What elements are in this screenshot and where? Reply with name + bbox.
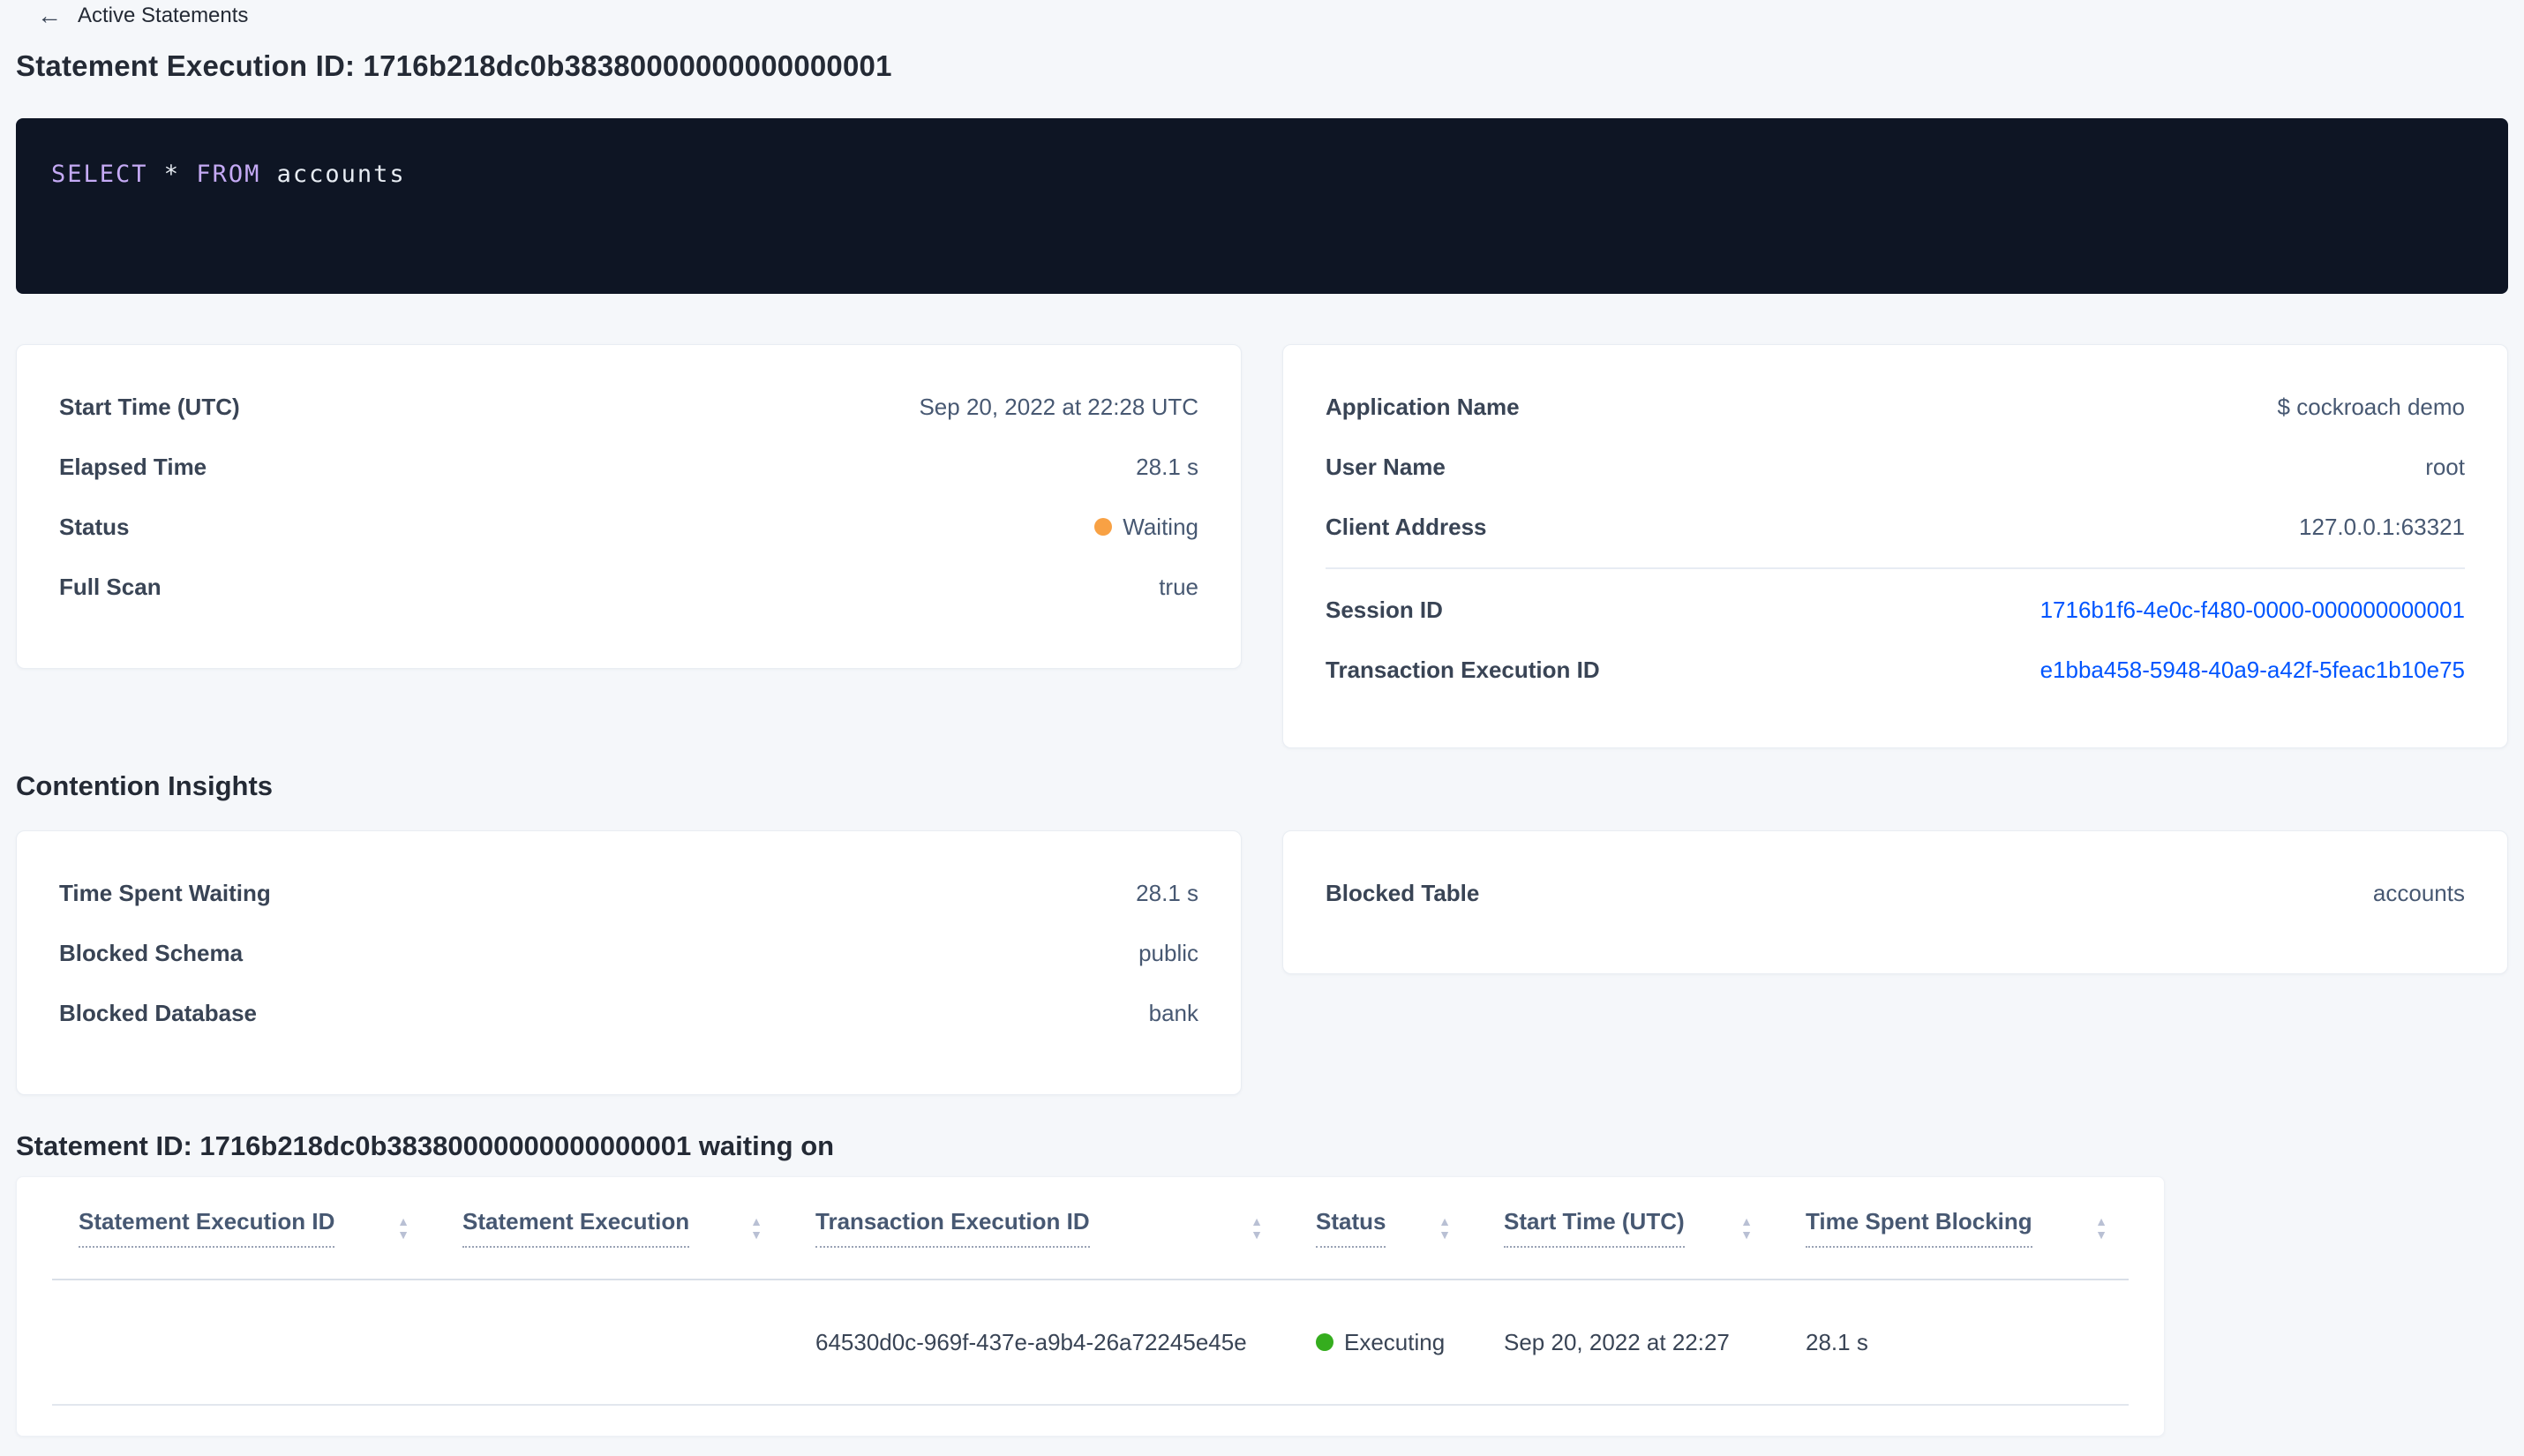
full-scan-label: Full Scan xyxy=(59,573,162,600)
cell-start-time: Sep 20, 2022 at 22:27 xyxy=(1504,1328,1730,1355)
application-name-value: $ cockroach demo xyxy=(2277,393,2465,420)
cell-transaction-execution-id: 64530d0c-969f-437e-a9b4-26a72245e45e xyxy=(815,1328,1247,1355)
table-header-row: Statement Execution ID ▲ ▼ Statement Exec… xyxy=(52,1177,2129,1280)
table-row: 64530d0c-969f-437e-a9b4-26a72245e45e Exe… xyxy=(52,1280,2129,1406)
sql-keyword: FROM xyxy=(196,161,261,188)
card-divider xyxy=(1326,567,2465,569)
kv-row-status: Status Waiting xyxy=(59,497,1198,557)
session-id-label: Session ID xyxy=(1326,596,1443,623)
sql-query-box: SELECT * FROM accounts xyxy=(16,118,2508,294)
contention-insights-heading: Contention Insights xyxy=(16,770,274,801)
blocked-database-label: Blocked Database xyxy=(59,999,257,1026)
full-scan-value: true xyxy=(1159,573,1198,600)
sort-icon[interactable]: ▲ ▼ xyxy=(1251,1213,1263,1242)
back-arrow-icon: ← xyxy=(37,2,62,29)
blocked-schema-value: public xyxy=(1138,939,1198,966)
back-link-label: Active Statements xyxy=(78,4,249,27)
kv-row-start-time: Start Time (UTC) Sep 20, 2022 at 22:28 U… xyxy=(59,377,1198,437)
kv-row-full-scan: Full Scan true xyxy=(59,557,1198,617)
column-header-transaction-execution-id: Transaction Execution ID ▲ ▼ xyxy=(815,1208,1316,1248)
waiting-on-table: Statement Execution ID ▲ ▼ Statement Exec… xyxy=(16,1176,2165,1437)
page-title: Statement Execution ID: 1716b218dc0b3838… xyxy=(16,49,892,82)
back-to-active-statements-link[interactable]: ← Active Statements xyxy=(37,4,248,28)
kv-row-user-name: User Name root xyxy=(1326,437,2465,497)
cell-status: Executing xyxy=(1316,1329,1504,1356)
sort-icon[interactable]: ▲ ▼ xyxy=(750,1213,762,1242)
blocked-table-card: Blocked Table accounts xyxy=(1282,830,2508,974)
transaction-execution-id-link[interactable]: e1bba458-5948-40a9-a42f-5feac1b10e75 xyxy=(2039,656,2465,683)
elapsed-time-label: Elapsed Time xyxy=(59,453,207,480)
sql-text: * xyxy=(147,161,197,188)
column-header-label[interactable]: Status xyxy=(1316,1208,1386,1248)
sort-icon[interactable]: ▲ ▼ xyxy=(2095,1213,2107,1242)
column-header-statement-execution-id: Statement Execution ID ▲ ▼ xyxy=(52,1208,462,1248)
column-header-label[interactable]: Statement Execution xyxy=(462,1208,690,1248)
column-header-start-time: Start Time (UTC) ▲ ▼ xyxy=(1504,1208,1806,1248)
client-address-value: 127.0.0.1:63321 xyxy=(2299,513,2465,540)
executing-status-dot-icon xyxy=(1316,1333,1333,1351)
sort-icon[interactable]: ▲ ▼ xyxy=(1740,1213,1753,1242)
start-time-label: Start Time (UTC) xyxy=(59,393,240,420)
user-name-value: root xyxy=(2425,453,2465,480)
column-header-label[interactable]: Start Time (UTC) xyxy=(1504,1208,1685,1248)
waiting-status-dot-icon xyxy=(1094,518,1113,536)
column-header-label[interactable]: Transaction Execution ID xyxy=(815,1208,1090,1248)
column-header-label[interactable]: Statement Execution ID xyxy=(79,1208,335,1248)
session-details-card: Application Name $ cockroach demo User N… xyxy=(1282,344,2508,748)
user-name-label: User Name xyxy=(1326,453,1446,480)
transaction-execution-id-label: Transaction Execution ID xyxy=(1326,656,1600,683)
cell-time-spent-blocking: 28.1 s xyxy=(1806,1328,1868,1355)
kv-row-client-address: Client Address 127.0.0.1:63321 xyxy=(1326,497,2465,557)
status-value: Executing xyxy=(1344,1328,1446,1355)
kv-row-blocked-table: Blocked Table accounts xyxy=(1326,863,2465,923)
session-id-link[interactable]: 1716b1f6-4e0c-f480-0000-000000000001 xyxy=(2039,596,2465,623)
sql-text: accounts xyxy=(260,161,406,188)
sort-icon[interactable]: ▲ ▼ xyxy=(1439,1213,1451,1242)
status-label: Status xyxy=(59,513,130,540)
column-header-status: Status ▲ ▼ xyxy=(1316,1208,1504,1248)
blocked-table-label: Blocked Table xyxy=(1326,879,1480,906)
kv-row-application-name: Application Name $ cockroach demo xyxy=(1326,377,2465,437)
kv-row-blocked-schema: Blocked Schema public xyxy=(59,923,1198,983)
sql-keyword: SELECT xyxy=(51,161,148,188)
blocked-table-value: accounts xyxy=(2372,879,2465,906)
column-header-label[interactable]: Time Spent Blocking xyxy=(1806,1208,2032,1248)
status-value: Waiting xyxy=(1123,513,1198,540)
kv-row-time-spent-waiting: Time Spent Waiting 28.1 s xyxy=(59,863,1198,923)
start-time-value: Sep 20, 2022 at 22:28 UTC xyxy=(919,393,1198,420)
kv-row-blocked-database: Blocked Database bank xyxy=(59,983,1198,1043)
time-spent-waiting-label: Time Spent Waiting xyxy=(59,879,271,906)
client-address-label: Client Address xyxy=(1326,513,1487,540)
column-header-time-spent-blocking: Time Spent Blocking ▲ ▼ xyxy=(1806,1208,2129,1248)
sort-icon[interactable]: ▲ ▼ xyxy=(397,1213,409,1242)
time-spent-waiting-value: 28.1 s xyxy=(1136,879,1198,906)
blocked-schema-label: Blocked Schema xyxy=(59,939,244,966)
waiting-on-heading: Statement ID: 1716b218dc0b38380000000000… xyxy=(16,1130,835,1161)
blocked-database-value: bank xyxy=(1148,999,1198,1026)
application-name-label: Application Name xyxy=(1326,393,1520,420)
status-badge: Waiting xyxy=(1094,514,1198,541)
kv-row-transaction-execution-id: Transaction Execution ID e1bba458-5948-4… xyxy=(1326,640,2465,700)
column-header-statement-execution: Statement Execution ▲ ▼ xyxy=(462,1208,815,1248)
elapsed-time-value: 28.1 s xyxy=(1136,453,1198,480)
statement-overview-card: Start Time (UTC) Sep 20, 2022 at 22:28 U… xyxy=(16,344,1242,669)
kv-row-session-id: Session ID 1716b1f6-4e0c-f480-0000-00000… xyxy=(1326,580,2465,640)
contention-details-card: Time Spent Waiting 28.1 s Blocked Schema… xyxy=(16,830,1242,1095)
kv-row-elapsed-time: Elapsed Time 28.1 s xyxy=(59,437,1198,497)
